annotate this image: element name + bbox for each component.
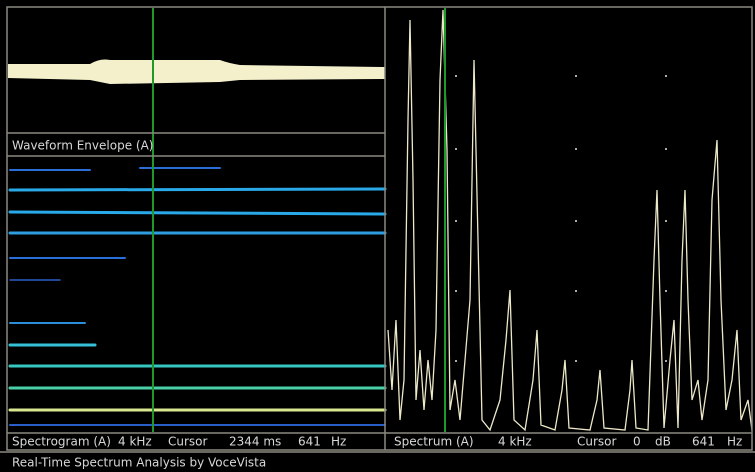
panel-label: Waveform Envelope (A) xyxy=(12,139,153,153)
cursor-frequency: 641 xyxy=(298,435,321,449)
spectrum-trace xyxy=(387,9,753,432)
cursor-level: 0 xyxy=(633,435,641,449)
panel-label: Spectrum (A) xyxy=(394,435,474,449)
cursor-frequency: 641 xyxy=(692,435,715,449)
unit-label: dB xyxy=(655,435,671,449)
harmonic-band xyxy=(8,210,387,216)
panel-frame xyxy=(6,6,753,451)
spectrogram xyxy=(8,167,387,426)
range-label: 4 kHz xyxy=(118,435,152,449)
cursor-label: Cursor xyxy=(577,435,617,449)
harmonic-band xyxy=(8,187,387,192)
range-label: 4 kHz xyxy=(498,435,532,449)
unit-label: Hz xyxy=(331,435,346,449)
panel-label: Spectrogram (A) xyxy=(12,435,111,449)
cursor-time: 2344 ms xyxy=(229,435,281,449)
status-text: Real-Time Spectrum Analysis by VoceVista xyxy=(12,456,266,470)
waveform-envelope xyxy=(8,59,385,84)
unit-label: Hz xyxy=(727,435,742,449)
spectrum-grid xyxy=(455,75,667,362)
cursor-label: Cursor xyxy=(168,435,208,449)
